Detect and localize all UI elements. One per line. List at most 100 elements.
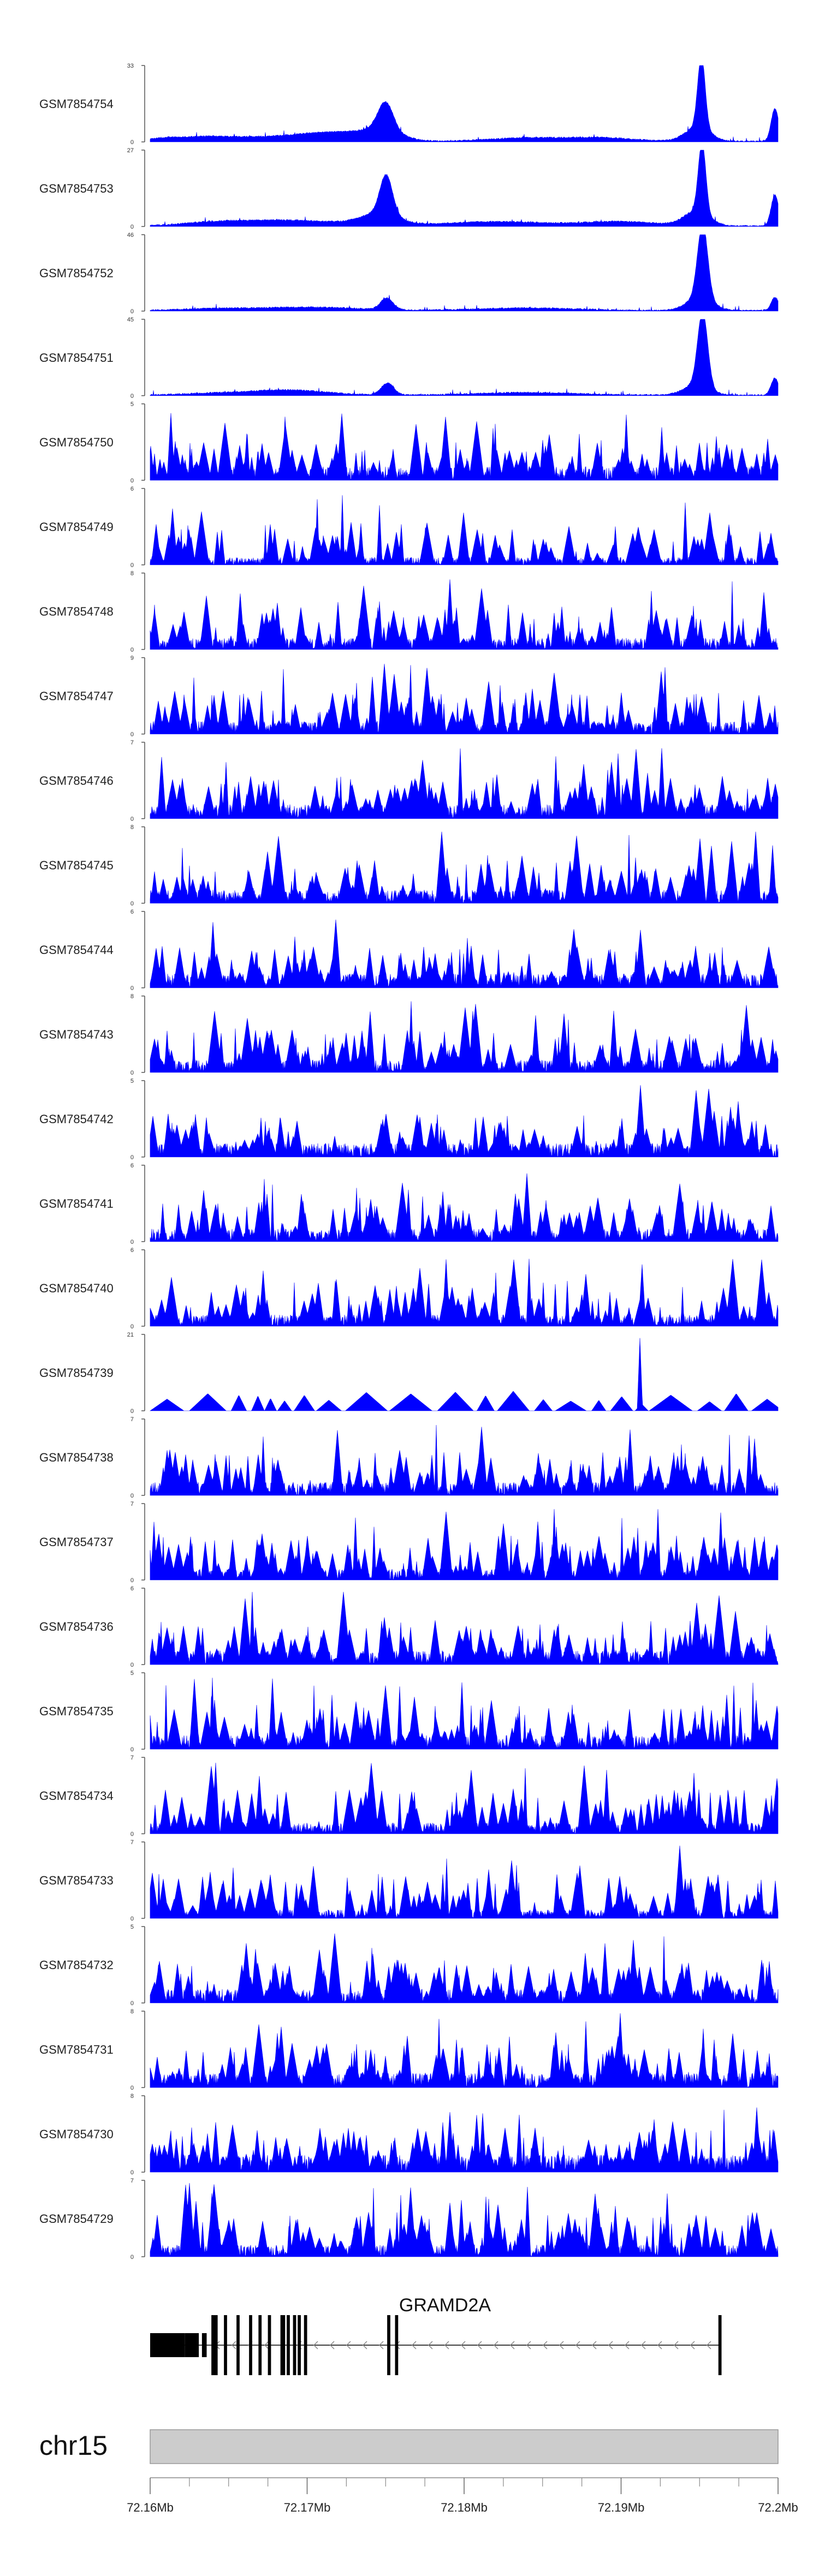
gene-name-label: GRAMD2A [399,2295,491,2316]
track-GSM7854751: GSM7854751 45 0 [39,317,779,399]
gene-exon [287,2315,290,2375]
track-label: GSM7854730 [39,2127,114,2141]
strand-arrow [428,2341,433,2350]
signal-area [150,1173,779,1242]
strand-arrow [264,2341,269,2350]
y-max-label: 6 [130,1585,134,1592]
track-label: GSM7854737 [39,1535,114,1549]
signal-area [150,1424,779,1496]
y-min-label: 0 [130,1493,134,1499]
track-GSM7854753: GSM7854753 27 0 [39,147,779,230]
x-tick-label: 72.16Mb [127,2501,174,2514]
y-min-label: 0 [130,2169,134,2176]
signal-area [150,2183,779,2257]
y-min-label: 0 [130,1154,134,1161]
signal-area [150,65,779,142]
track-GSM7854745: GSM7854745 8 0 [39,824,779,907]
track-GSM7854746: GSM7854746 7 0 [39,740,779,822]
track-label: GSM7854733 [39,1874,114,1887]
y-min-label: 0 [130,816,134,822]
track-GSM7854743: GSM7854743 8 0 [39,993,779,1076]
y-max-label: 46 [127,232,134,238]
genomic-axis: 72.16Mb 72.17Mb 72.18Mb 72.19Mb 72.2Mb [127,2477,798,2514]
y-min-label: 0 [130,478,134,484]
gene-exon [293,2315,296,2375]
signal-area [150,1845,779,1919]
strand-arrow [477,2341,482,2350]
y-max-label: 7 [130,1755,134,1761]
signal-area [150,1762,779,1834]
x-tick-label: 72.18Mb [441,2501,488,2514]
signal-area [150,1001,779,1073]
signal-area [150,919,779,988]
strand-arrow [706,2341,711,2350]
y-max-label: 5 [130,401,134,408]
track-GSM7854747: GSM7854747 9 0 [39,655,779,738]
track-label: GSM7854754 [39,97,114,111]
track-label: GSM7854738 [39,1451,114,1464]
y-min-label: 0 [130,1746,134,1753]
track-GSM7854754: GSM7854754 33 0 [39,63,779,146]
gene-exon [395,2315,399,2375]
track-label: GSM7854736 [39,1620,114,1633]
y-max-label: 5 [130,1924,134,1930]
track-GSM7854737: GSM7854737 7 0 [39,1501,779,1584]
y-max-label: 9 [130,655,134,661]
gene-exon [280,2315,286,2375]
signal-area [150,831,779,904]
x-tick-label: 72.17Mb [284,2501,331,2514]
y-min-label: 0 [130,1831,134,1838]
y-max-label: 7 [130,1416,134,1423]
track-GSM7854748: GSM7854748 8 0 [39,570,779,653]
track-GSM7854750: GSM7854750 5 0 [39,401,779,484]
y-min-label: 0 [130,2000,134,2007]
track-GSM7854738: GSM7854738 7 0 [39,1416,779,1499]
strand-arrow [575,2341,580,2350]
track-label: GSM7854750 [39,436,114,449]
y-min-label: 0 [130,731,134,738]
y-min-label: 0 [130,1916,134,1922]
track-label: GSM7854748 [39,605,114,618]
track-GSM7854752: GSM7854752 46 0 [39,232,779,315]
strand-arrow [608,2341,613,2350]
signal-area [150,1591,779,1666]
gene-exon [236,2315,240,2375]
strand-arrow [362,2341,367,2350]
signal-area [150,1085,779,1158]
signal-area [150,1678,779,1750]
y-max-label: 21 [127,1332,134,1338]
y-min-label: 0 [130,1323,134,1330]
y-min-label: 0 [130,2085,134,2091]
y-max-label: 7 [130,2178,134,2184]
y-max-label: 5 [130,1078,134,1084]
gene-exon [150,2333,185,2357]
track-label: GSM7854753 [39,182,114,195]
signal-area [150,1338,779,1411]
chromosome-ideogram: chr15 [39,2429,779,2464]
strand-arrow [313,2341,318,2350]
y-max-label: 8 [130,824,134,831]
y-min-label: 0 [130,2254,134,2261]
y-min-label: 0 [130,985,134,992]
track-label: GSM7854732 [39,1958,114,1972]
signal-area [150,748,779,819]
x-tick-label: 72.19Mb [598,2501,645,2514]
gene-exon [211,2315,218,2375]
gene-exon [201,2333,207,2357]
y-max-label: 7 [130,740,134,746]
y-min-label: 0 [130,393,134,399]
strand-arrow [378,2341,384,2350]
y-max-label: 7 [130,1501,134,1507]
track-GSM7854749: GSM7854749 6 0 [39,486,779,569]
chromosome-label: chr15 [39,2430,108,2461]
track-label: GSM7854735 [39,1704,114,1718]
track-label: GSM7854751 [39,351,114,365]
y-min-label: 0 [130,1239,134,1245]
signal-area [150,150,779,227]
strand-arrow [542,2341,548,2350]
y-min-label: 0 [130,139,134,146]
strand-arrow [526,2341,531,2350]
signal-area [150,1933,779,2003]
y-max-label: 6 [130,486,134,492]
y-max-label: 45 [127,317,134,323]
